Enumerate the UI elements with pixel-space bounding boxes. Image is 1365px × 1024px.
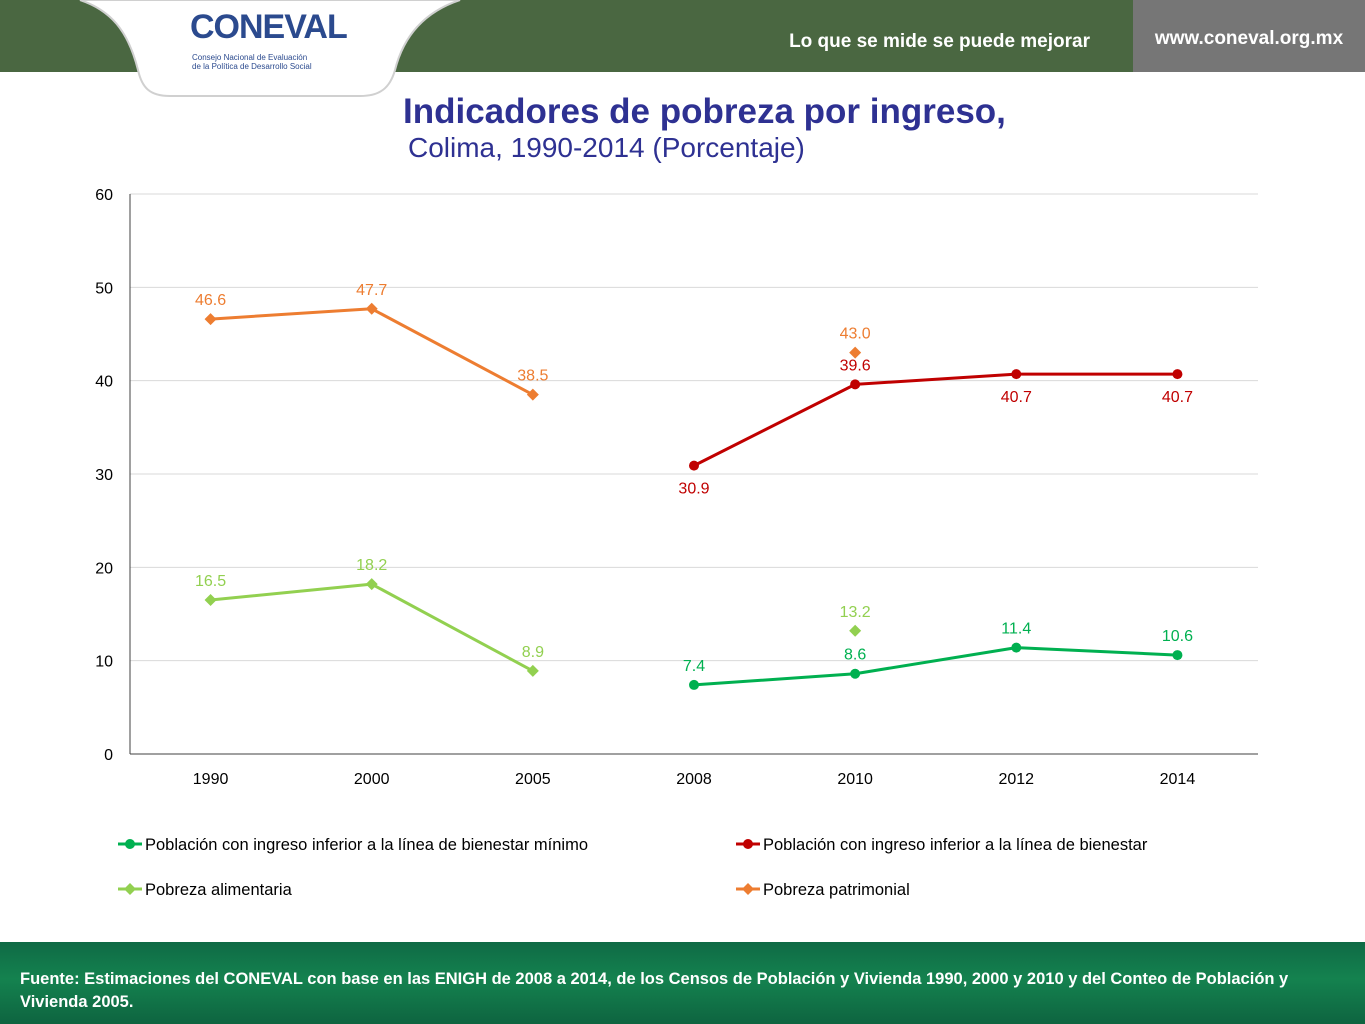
legend-swatch-marker — [124, 883, 136, 895]
data-label: 10.6 — [1162, 628, 1193, 645]
data-point — [526, 664, 539, 677]
data-point — [365, 302, 378, 315]
legend-label: Población con ingreso inferior a la líne… — [763, 836, 1148, 854]
y-tick-label: 30 — [95, 467, 113, 484]
data-point — [850, 379, 861, 390]
data-point — [689, 679, 699, 690]
series-line — [693, 646, 1178, 687]
y-tick-label: 0 — [104, 747, 113, 764]
data-label: 13.2 — [840, 604, 871, 621]
legend-swatch-marker — [743, 839, 753, 849]
data-label: 38.5 — [517, 368, 548, 385]
legend-label: Población con ingreso inferior a la líne… — [145, 836, 588, 854]
data-point — [1172, 650, 1183, 661]
website-url[interactable]: www.coneval.org.mx — [1154, 28, 1344, 49]
data-point — [689, 460, 699, 471]
data-label: 39.6 — [840, 357, 871, 374]
data-point — [849, 624, 862, 637]
data-label: 16.5 — [195, 573, 226, 590]
series-line — [210, 307, 534, 396]
logo-subtitle-line2: de la Política de Desarrollo Social — [192, 62, 312, 71]
data-point — [850, 668, 861, 679]
data-point — [1011, 369, 1022, 380]
x-tick-label: 1990 — [193, 771, 229, 788]
data-label: 8.6 — [844, 647, 866, 664]
legend-label: Pobreza alimentaria — [145, 881, 293, 899]
data-label: 8.9 — [522, 644, 544, 661]
data-label: 40.7 — [1162, 389, 1193, 406]
data-point — [849, 346, 862, 359]
x-tick-label: 2000 — [354, 771, 390, 788]
x-tick-label: 2010 — [837, 771, 873, 788]
y-tick-label: 50 — [95, 280, 113, 297]
line-chart: 0 10 20 30 40 50 60 1990 2000 2005 2008 2010 2012 201… — [95, 187, 1258, 899]
y-tick-label: 20 — [95, 560, 113, 577]
data-label: 18.2 — [356, 557, 387, 574]
data-point — [1172, 369, 1183, 380]
data-label: 46.6 — [195, 292, 226, 309]
x-tick-label: 2014 — [1160, 771, 1196, 788]
tagline: Lo que se mide se puede mejorar — [789, 31, 1090, 52]
logo-subtitle-line1: Consejo Nacional de Evaluación — [192, 53, 308, 62]
x-tick-label: 2005 — [515, 771, 551, 788]
data-point — [365, 578, 378, 591]
data-label: 47.7 — [356, 282, 387, 299]
logo-tab — [79, 0, 461, 97]
data-point — [526, 388, 539, 401]
footer-bar — [0, 942, 1365, 1024]
x-tick-label: 2012 — [998, 771, 1034, 788]
legend-swatch-marker — [742, 883, 754, 895]
y-tick-label: 60 — [95, 187, 113, 204]
data-label: 43.0 — [840, 326, 871, 343]
source-note: Fuente: Estimaciones del CONEVAL con bas… — [20, 970, 1289, 1011]
data-point — [204, 594, 217, 606]
y-tick-label: 10 — [95, 654, 113, 671]
series-line — [210, 582, 534, 673]
x-tick-label: 2008 — [676, 771, 712, 788]
y-tick-label: 40 — [95, 374, 113, 391]
url-box — [1133, 0, 1365, 72]
coneval-logo[interactable]: CONEVAL — [190, 8, 348, 46]
data-point — [204, 313, 217, 326]
legend-label: Pobreza patrimonial — [763, 881, 910, 899]
data-point — [1011, 642, 1022, 653]
data-label: 11.4 — [1001, 621, 1031, 638]
logo-subtitle: Consejo Nacional de Evaluación de la Pol… — [192, 53, 372, 71]
data-label: 30.9 — [678, 481, 709, 498]
data-label: 40.7 — [1001, 389, 1032, 406]
series-line — [693, 372, 1178, 467]
chart-title: Indicadores de pobreza por ingreso, — [403, 92, 1006, 131]
chart-subtitle: Colima, 1990-2014 (Porcentaje) — [408, 132, 805, 163]
legend-swatch-marker — [125, 839, 135, 849]
data-label: 7.4 — [683, 658, 705, 675]
